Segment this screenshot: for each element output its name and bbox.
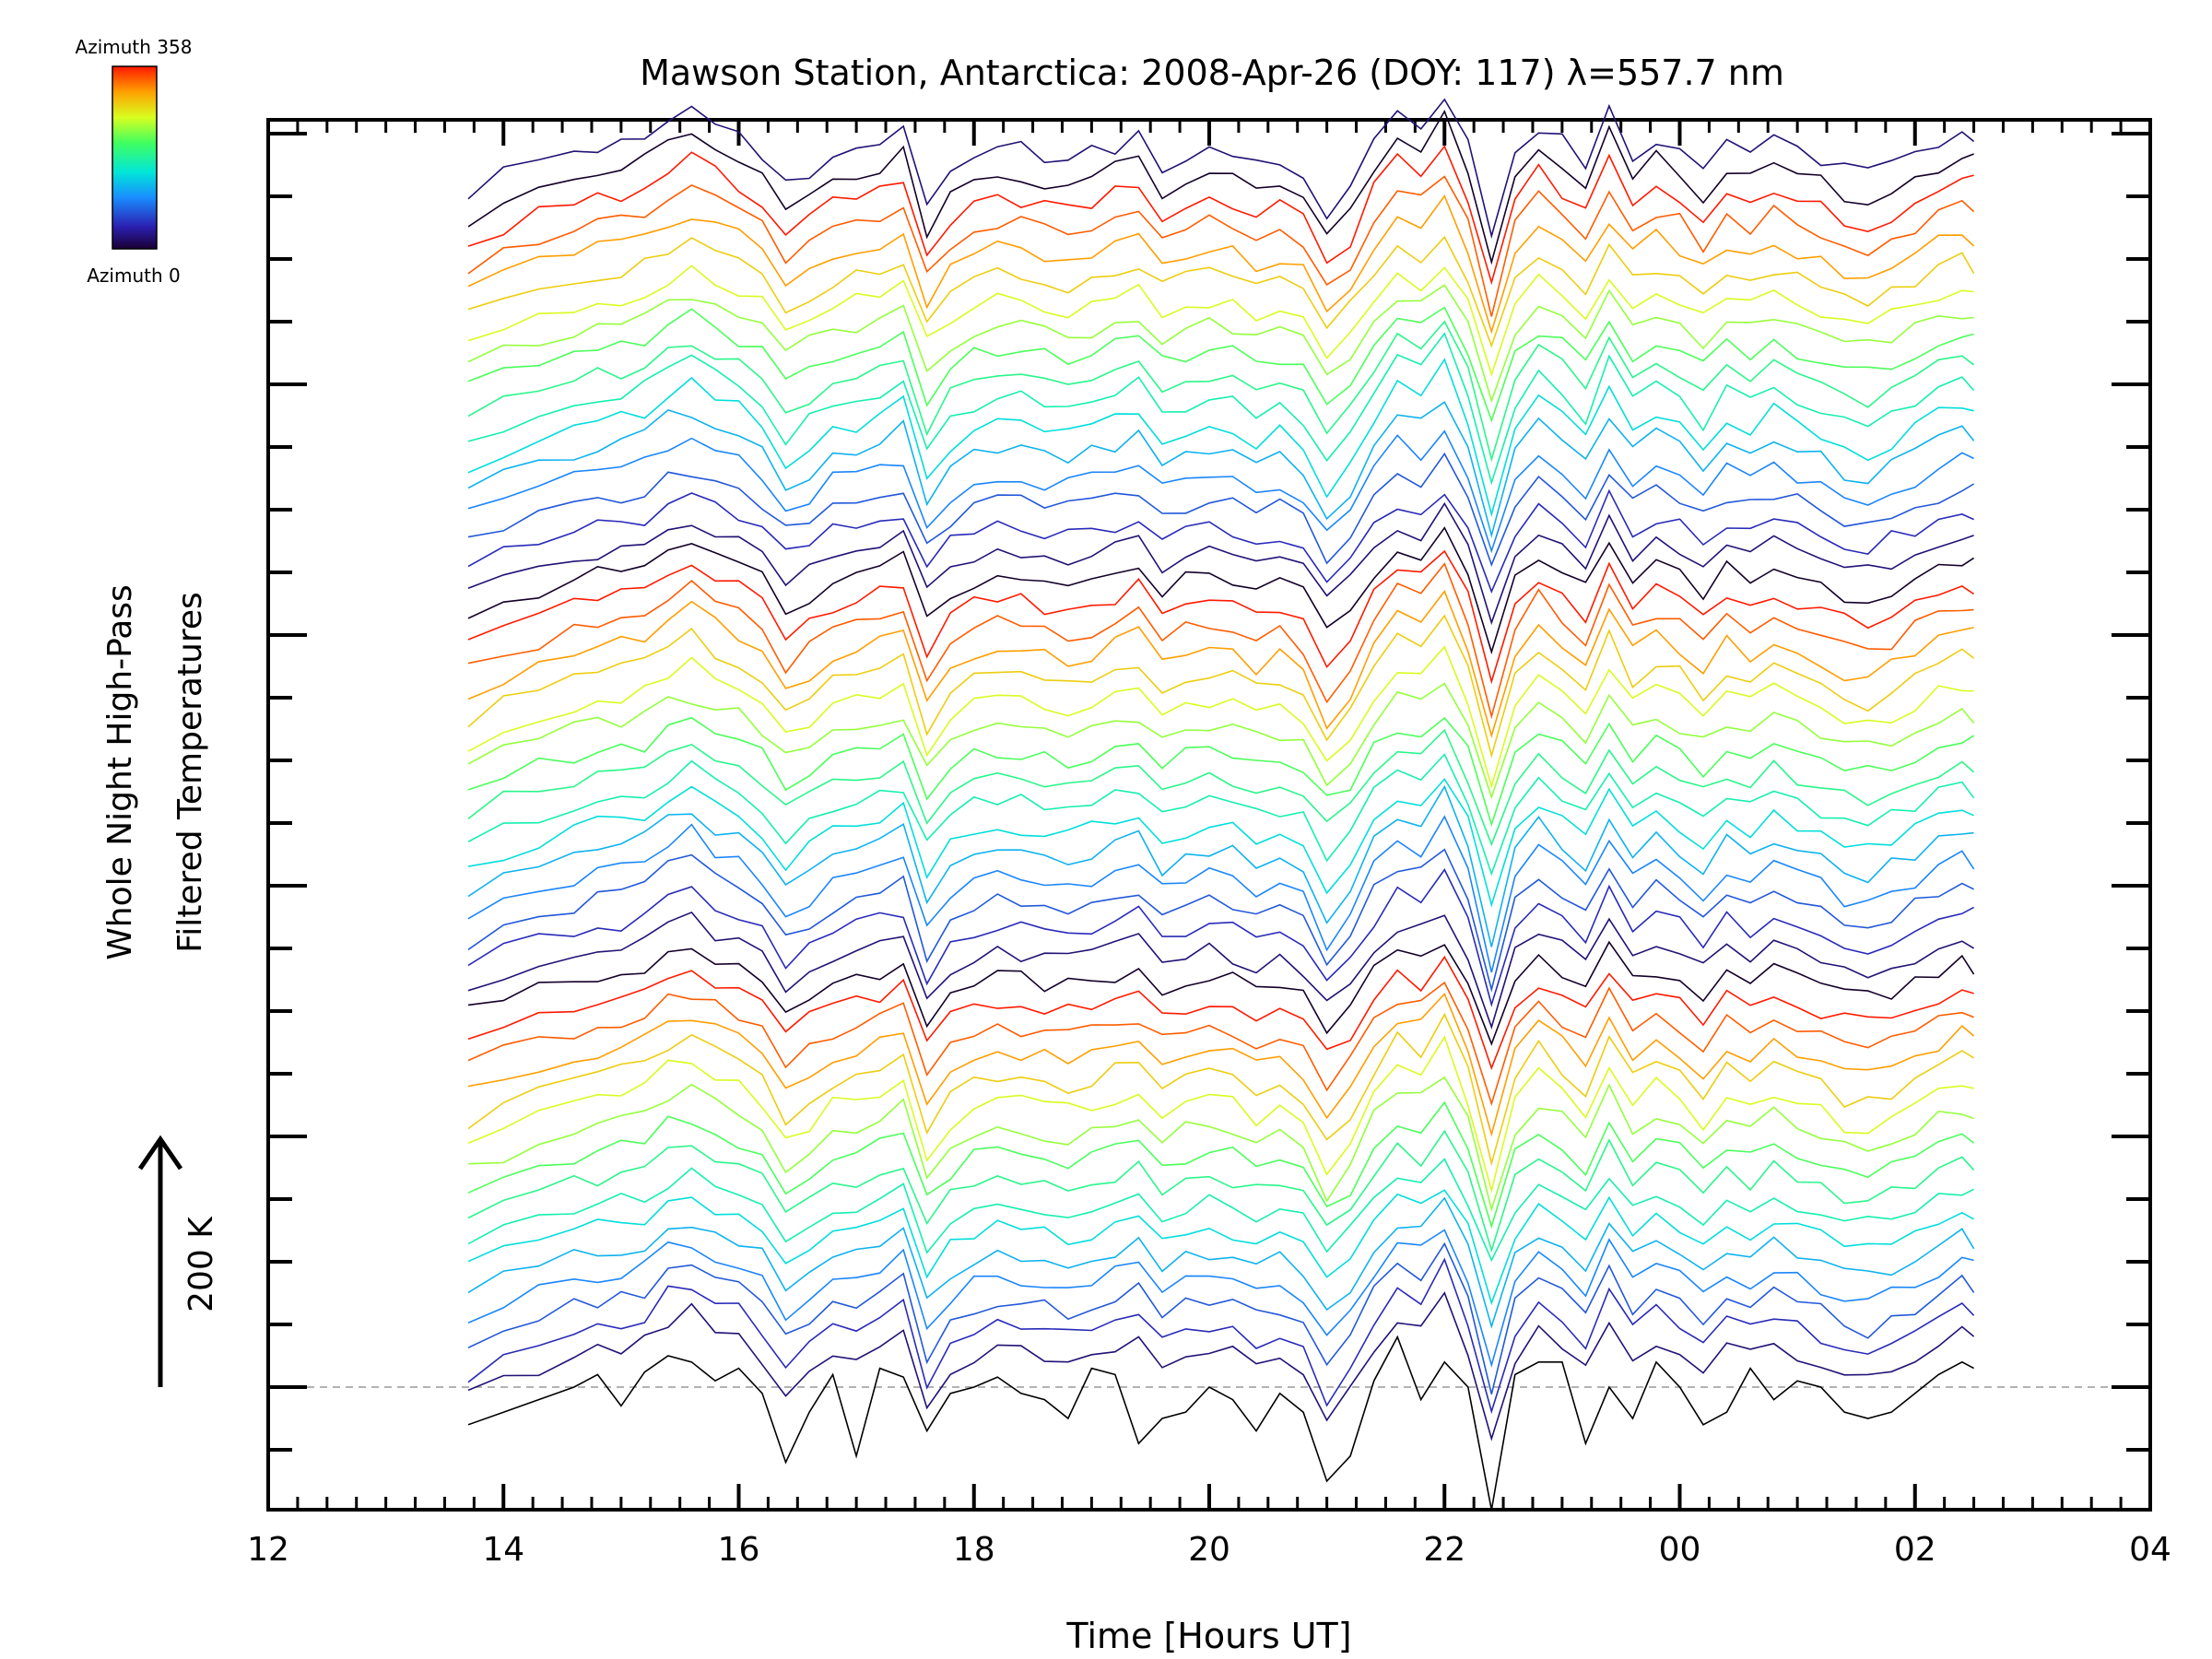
series-line — [467, 614, 1975, 759]
series-line — [467, 1241, 1975, 1394]
series-line — [467, 955, 1974, 1071]
series-line — [467, 1257, 1975, 1415]
series-line — [467, 98, 1975, 240]
series-line — [467, 320, 1975, 463]
series-line — [467, 753, 1975, 877]
x-tick-label: 16 — [718, 1531, 760, 1569]
series-line — [467, 1076, 1974, 1213]
series-line — [467, 784, 1974, 947]
chart-title: Mawson Station, Antarctica: 2008-Apr-26 … — [640, 53, 1784, 93]
series-line — [467, 589, 1974, 739]
series-line — [467, 452, 1975, 568]
series-line — [467, 1035, 1974, 1194]
x-tick-label: 02 — [1894, 1531, 1936, 1569]
series-line — [467, 1100, 1975, 1230]
colorbar: Azimuth 358 Azimuth 0 — [76, 36, 193, 287]
y-axis-label-line1: Whole Night High-Pass — [101, 584, 139, 960]
series-line — [467, 401, 1975, 538]
series-line — [467, 1335, 1974, 1511]
x-tick-label: 18 — [953, 1531, 995, 1569]
series-line — [467, 645, 1974, 789]
series-line — [467, 429, 1974, 554]
series-line — [467, 488, 1974, 594]
series-line — [467, 358, 1974, 518]
series-line — [467, 194, 1975, 335]
series-line — [467, 145, 1974, 286]
series-line — [467, 549, 1975, 685]
axis-ticks — [266, 120, 2152, 1510]
series-line — [467, 332, 1975, 486]
x-tick-label: 12 — [247, 1531, 289, 1569]
x-axis-label: Time [Hours UT] — [1065, 1616, 1351, 1656]
series-line — [467, 1012, 1975, 1167]
series-line — [467, 1196, 1975, 1329]
series-line — [467, 778, 1974, 908]
y-axis-label-line2: Filtered Temperatures — [171, 592, 209, 953]
series-line — [467, 1158, 1974, 1263]
series-line — [467, 235, 1975, 348]
plot-frame — [266, 118, 2152, 1512]
colorbar-top-label: Azimuth 358 — [76, 36, 193, 58]
series-line — [467, 1189, 1974, 1306]
x-tick-label: 04 — [2129, 1531, 2171, 1569]
scale-arrow — [137, 1135, 183, 1387]
series-line — [467, 175, 1975, 317]
series-line — [467, 284, 1974, 404]
series-line — [467, 682, 1975, 800]
series-line — [467, 911, 1975, 1030]
series-line — [467, 868, 1974, 1007]
x-tick-label: 14 — [482, 1531, 524, 1569]
series-line — [467, 501, 1974, 626]
series-line — [467, 981, 1974, 1107]
x-tick-label: 22 — [1423, 1531, 1465, 1569]
x-tick-label: 00 — [1659, 1531, 1701, 1569]
series-line — [467, 1129, 1975, 1253]
series-lines — [467, 98, 1975, 1511]
series-line — [467, 716, 1975, 828]
series-line — [467, 265, 1974, 377]
series-line — [467, 993, 1975, 1137]
series-line — [467, 1291, 1975, 1441]
series-line — [467, 815, 1975, 973]
scale-label: 200 K — [182, 1216, 220, 1312]
series-line — [467, 848, 1974, 993]
series-line — [467, 306, 1974, 423]
colorbar-gradient — [112, 65, 158, 250]
series-line — [467, 940, 1975, 1046]
x-tick-label: 20 — [1188, 1531, 1230, 1569]
series-line — [467, 1229, 1974, 1369]
colorbar-bottom-label: Azimuth 0 — [87, 265, 181, 287]
series-line — [467, 728, 1975, 847]
series-line — [467, 562, 1974, 720]
series-line — [467, 526, 1975, 655]
series-line — [467, 110, 1974, 265]
x-tick-labels: 12 14 16 18 20 22 00 02 04 — [247, 1531, 2171, 1569]
